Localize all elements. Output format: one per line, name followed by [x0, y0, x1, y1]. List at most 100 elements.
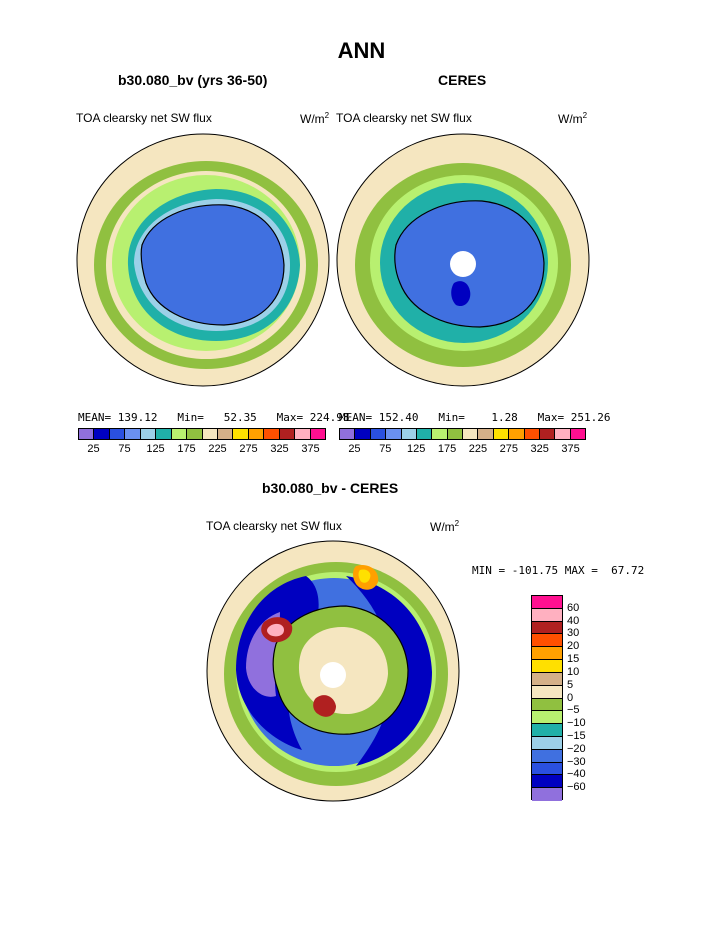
- colorbar-swatch: [432, 429, 448, 439]
- colorbar-tick-label: 375: [301, 443, 320, 455]
- colorbar-tick-label: 125: [407, 443, 426, 455]
- colorbar-tick-label: 75: [379, 443, 392, 455]
- colorbar-swatch: [79, 429, 95, 439]
- colorbar-tick-label: 375: [561, 443, 580, 455]
- diff-stats: MIN = -101.75 MAX = 67.72: [472, 564, 645, 577]
- colorbar-swatch: [532, 736, 562, 750]
- colorbar-swatch: [279, 429, 296, 439]
- colorbar-swatch: [401, 429, 417, 439]
- colorbar-swatch: [156, 429, 172, 439]
- colorbar-tick-label: −5: [567, 704, 580, 717]
- diff-map-peninsula-red: [313, 695, 336, 717]
- colorbar-swatch: [555, 429, 571, 439]
- left-variable-label: TOA clearsky net SW flux: [76, 111, 212, 125]
- colorbar-swatch: [532, 775, 562, 789]
- colorbar-swatch: [217, 429, 234, 439]
- colorbar-swatch: [509, 429, 525, 439]
- colorbar-tick-label: 15: [567, 653, 580, 666]
- diff-panel-title: b30.080_bv - CERES: [262, 480, 399, 496]
- colorbar-swatch: [248, 429, 265, 439]
- colorbar-swatch: [310, 429, 325, 439]
- colorbar-swatch: [125, 429, 141, 439]
- colorbar-tick-label: 30: [567, 627, 580, 640]
- colorbar-swatch: [140, 429, 157, 439]
- colorbar-tick-label: 225: [468, 443, 488, 455]
- colorbar-swatch: [355, 429, 371, 439]
- diff-colorbar: [531, 595, 563, 801]
- right-colorbar: [339, 428, 586, 440]
- colorbar-swatch: [171, 429, 188, 439]
- right-units: W/m2: [558, 111, 588, 126]
- colorbar-tick-label: 175: [437, 443, 457, 455]
- colorbar-tick-label: 125: [146, 443, 165, 455]
- right-map-peninsula: [451, 281, 471, 307]
- colorbar-swatch: [463, 429, 479, 439]
- colorbar-swatch: [386, 429, 402, 439]
- colorbar-tick-label: 75: [118, 443, 131, 455]
- colorbar-swatch: [532, 788, 562, 801]
- right-colorbar-labels: 25 75 125 175 225 275 325 375: [339, 443, 586, 457]
- right-polar-map: [336, 133, 590, 387]
- colorbar-tick-label: 0: [567, 691, 574, 704]
- left-panel-title: b30.080_bv (yrs 36-50): [118, 72, 268, 88]
- colorbar-swatch: [416, 429, 433, 439]
- colorbar-swatch: [570, 429, 585, 439]
- diff-map-east-sector: [346, 576, 432, 766]
- colorbar-swatch: [295, 429, 311, 439]
- colorbar-swatch: [532, 608, 562, 622]
- colorbar-swatch: [532, 660, 562, 673]
- colorbar-tick-label: 225: [208, 443, 227, 455]
- left-units: W/m2: [300, 111, 330, 126]
- colorbar-swatch: [447, 429, 463, 439]
- colorbar-tick-label: −10: [567, 717, 586, 730]
- colorbar-swatch: [532, 685, 562, 699]
- colorbar-swatch: [202, 429, 218, 439]
- right-map-pole-hole: [450, 251, 476, 277]
- colorbar-swatch: [532, 647, 562, 661]
- colorbar-swatch: [94, 429, 110, 439]
- colorbar-tick-label: 10: [567, 665, 580, 678]
- colorbar-swatch: [532, 762, 562, 776]
- colorbar-swatch: [532, 724, 562, 737]
- colorbar-tick-label: 60: [567, 601, 580, 614]
- diff-map-pole-hole: [320, 662, 346, 688]
- colorbar-tick-label: 25: [87, 443, 100, 455]
- colorbar-tick-label: −15: [567, 729, 586, 742]
- left-colorbar: [78, 428, 326, 440]
- colorbar-swatch: [264, 429, 280, 439]
- diff-map-hotspot-core: [267, 623, 284, 637]
- colorbar-swatch: [532, 596, 562, 609]
- colorbar-tick-label: 325: [270, 443, 289, 455]
- colorbar-swatch: [233, 429, 249, 439]
- colorbar-swatch: [532, 634, 562, 648]
- colorbar-tick-label: 325: [530, 443, 549, 455]
- diff-polar-map: [206, 540, 460, 802]
- colorbar-swatch: [539, 429, 556, 439]
- colorbar-swatch: [493, 429, 510, 439]
- colorbar-tick-label: −60: [567, 781, 586, 794]
- colorbar-swatch: [370, 429, 387, 439]
- colorbar-swatch: [532, 698, 562, 712]
- colorbar-swatch: [524, 429, 540, 439]
- diff-map-north-yellow: [358, 569, 371, 583]
- colorbar-tick-label: −20: [567, 742, 586, 755]
- colorbar-swatch: [532, 621, 562, 635]
- colorbar-tick-label: 25: [348, 443, 361, 455]
- right-panel-title: CERES: [438, 72, 487, 88]
- colorbar-swatch: [532, 749, 562, 763]
- diff-variable-label: TOA clearsky net SW flux: [206, 519, 342, 533]
- left-map-continent: [140, 204, 285, 326]
- colorbar-swatch: [340, 429, 356, 439]
- colorbar-swatch: [187, 429, 203, 439]
- colorbar-swatch: [532, 711, 562, 725]
- colorbar-tick-label: 275: [499, 443, 518, 455]
- colorbar-swatch: [109, 429, 126, 439]
- colorbar-swatch: [478, 429, 494, 439]
- diff-colorbar-labels: 60 40 30 20 15 10 5 0 −5 −10 −15 −20 −30 −40 −60: [567, 595, 607, 800]
- left-stats: MEAN= 139.12 Min= 52.35 Max= 224.98: [78, 411, 350, 424]
- colorbar-tick-label: −40: [567, 768, 586, 781]
- colorbar-tick-label: 20: [567, 640, 580, 653]
- colorbar-tick-label: −30: [567, 755, 586, 768]
- colorbar-tick-label: 5: [567, 678, 574, 691]
- left-polar-map: [76, 133, 330, 387]
